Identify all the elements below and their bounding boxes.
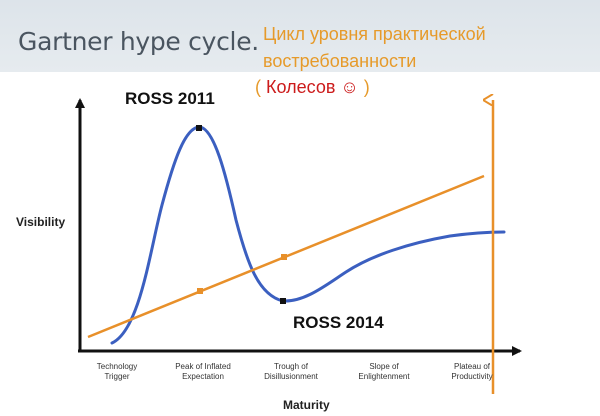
ross-2011-label: ROSS 2011 (125, 89, 215, 108)
phase-trough: Trough of Disillusionment (246, 362, 336, 382)
author-note: ( Колесов ☺ ) (255, 77, 370, 98)
header-band (0, 0, 600, 72)
author-open-paren: ( (255, 77, 266, 97)
phase-line: Peak of Inflated (175, 362, 231, 371)
smiley-icon: ☺ (340, 77, 359, 97)
slide-title: Gartner hype cycle. (18, 27, 259, 56)
phase-slope: Slope of Enlightenment (339, 362, 429, 382)
author-close-paren: ) (358, 77, 370, 97)
hype-curve (110, 125, 506, 345)
x-axis-label: Maturity (283, 398, 330, 412)
phase-line: Productivity (451, 372, 493, 381)
russian-title-line-2: востребованности (263, 51, 417, 71)
author-name: Колесов (266, 77, 336, 97)
ross-2014-marker (280, 298, 286, 304)
ross-2014-label: ROSS 2014 (293, 313, 384, 332)
phase-peak: Peak of Inflated Expectation (158, 362, 248, 382)
phase-plateau: Plateau of Productivity (427, 362, 517, 382)
phase-line: Trigger (104, 372, 130, 381)
y-axis-label: Visibility (16, 215, 66, 229)
trend-marker-2 (281, 254, 287, 260)
phase-line: Plateau of (453, 362, 491, 371)
trend-marker-1 (197, 288, 203, 294)
phase-line: Technology (96, 362, 138, 371)
phase-line: Trough of (274, 362, 308, 371)
phase-line: Enlightenment (358, 372, 410, 381)
phase-line: Slope of (369, 362, 399, 371)
phase-line: Disillusionment (264, 372, 318, 381)
ross-2011-marker (196, 125, 202, 131)
phase-technology-trigger: Technology Trigger (72, 362, 162, 382)
russian-title-line-1: Цикл уровня практической (263, 24, 486, 44)
phase-line: Expectation (182, 372, 224, 381)
